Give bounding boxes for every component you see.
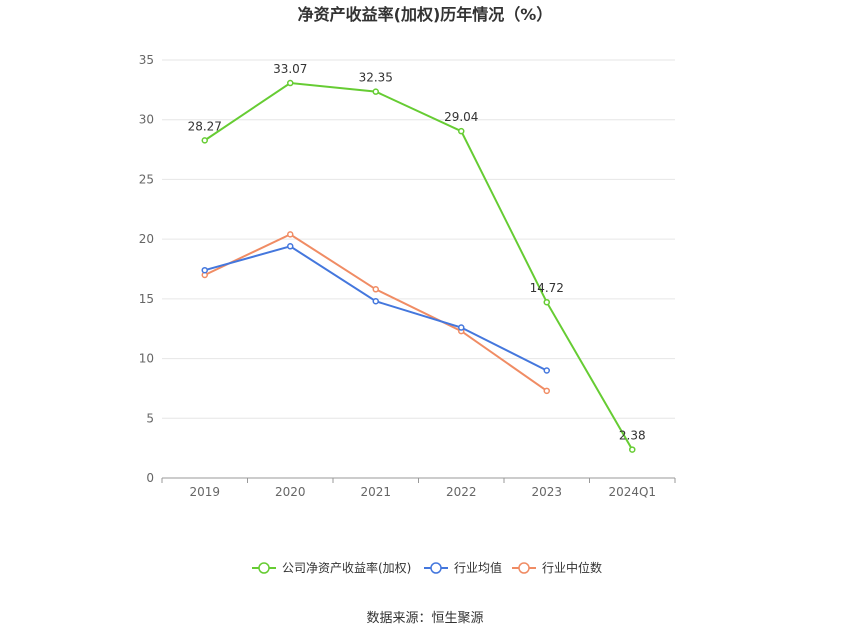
data-point	[458, 324, 465, 331]
data-point	[201, 137, 208, 144]
data-point	[372, 286, 379, 293]
series-line	[204, 233, 548, 392]
data-label: 14.72	[530, 281, 564, 295]
legend-item-1[interactable]: 行业均值	[424, 560, 502, 575]
x-tick-label: 2023	[531, 485, 562, 499]
legend-item-0[interactable]: 公司净资产收益率(加权)	[252, 560, 411, 575]
data-point	[372, 88, 379, 95]
x-tick-label: 2020	[275, 485, 306, 499]
legend-label: 行业均值	[454, 560, 502, 575]
data-point	[543, 298, 550, 306]
data-point	[201, 266, 208, 274]
data-point	[287, 243, 294, 250]
legend-item-2[interactable]: 行业中位数	[512, 560, 602, 575]
grid	[162, 59, 675, 419]
data-point	[458, 127, 465, 135]
series-0: 28.27 33.07 32.35 29.04 14.72 2.38	[188, 62, 646, 453]
series-line	[204, 245, 548, 372]
plot-area: 28.27 33.07 32.35 29.04 14.72 2.38	[188, 62, 646, 453]
data-point	[543, 387, 550, 395]
source-note: 数据来源：恒生聚源	[366, 611, 483, 626]
y-tick-label: 0	[146, 471, 154, 485]
y-tick-label: 25	[139, 172, 154, 186]
series-1	[201, 243, 550, 374]
legend-label: 行业中位数	[542, 560, 602, 575]
legend-swatch-marker	[258, 562, 270, 574]
data-point	[287, 79, 294, 87]
y-tick-label: 15	[139, 292, 154, 306]
data-label: 2.38	[619, 429, 646, 443]
legend-label: 公司净资产收益率(加权)	[282, 560, 411, 575]
y-axis: 0 5 10 15 20 25 30 35	[139, 53, 154, 485]
data-label: 28.27	[188, 119, 222, 133]
y-tick-label: 5	[146, 411, 154, 425]
x-tick-label: 2024Q1	[608, 485, 656, 499]
data-point	[629, 446, 636, 453]
data-label: 33.07	[273, 62, 307, 76]
data-point	[372, 297, 379, 305]
chart-title: 净资产收益率(加权)历年情况（%）	[298, 5, 553, 24]
y-tick-label: 35	[139, 53, 154, 67]
legend-swatch-marker	[518, 562, 530, 574]
legend[interactable]: 公司净资产收益率(加权) 行业均值 行业中位数	[252, 560, 602, 575]
data-point	[287, 231, 294, 238]
legend-swatch-marker	[430, 562, 442, 574]
x-tick-label: 2019	[189, 485, 220, 499]
data-point	[543, 367, 550, 374]
y-tick-label: 10	[139, 352, 154, 366]
data-label: 29.04	[444, 110, 478, 124]
data-label: 32.35	[359, 71, 393, 85]
y-tick-label: 30	[139, 113, 154, 127]
x-tick-label: 2021	[360, 485, 391, 499]
y-tick-label: 20	[139, 232, 154, 246]
series-2	[201, 231, 550, 395]
series-line	[204, 82, 634, 451]
x-tick-label: 2022	[446, 485, 477, 499]
x-axis: 2019 2020 2021 2022 2023 2024Q1	[161, 477, 676, 499]
